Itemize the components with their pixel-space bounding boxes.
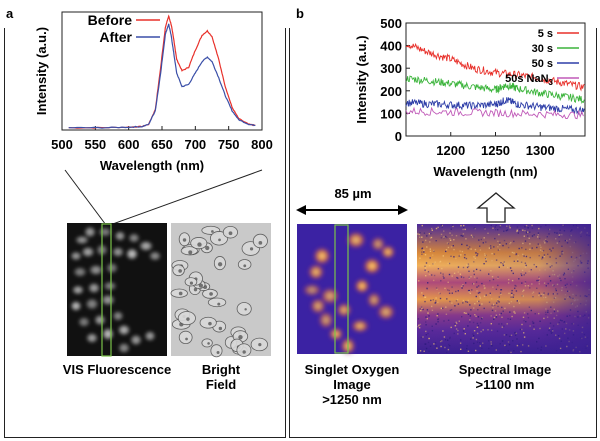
up-arrow-icon [476,192,516,223]
caption-vis-fluorescence: VIS Fluorescence [62,362,172,377]
spectral-image [417,224,591,354]
chart-b-ytick-label: 500 [380,16,402,31]
chart-a-xtick-label: 550 [84,137,106,152]
chart-a-xtick-label: 650 [151,137,173,152]
chart-a-xtick-label: 600 [118,137,140,152]
scale-bar-arrow [296,205,408,215]
caption-spectral-line-2: >1100 nm [475,377,535,392]
vis-selection-box [101,223,112,357]
caption-singlet-line-1: Singlet Oxygen [304,362,400,377]
chart-a-xtick-label: 700 [184,137,206,152]
chart-b-legend-label: 30 s [532,43,553,55]
chart-a-xlabel: Wavelength (nm) [100,158,204,173]
caption-singlet-line-3: >1250 nm [322,392,382,407]
chart-a-legend-label: After [99,29,132,45]
zoom-line-right [109,169,263,226]
zoom-line-left [64,169,107,226]
bright-field-image [170,223,271,358]
caption-singlet-line-2: Image [333,377,371,392]
chart-b-ytick-label: 300 [380,61,402,76]
chart-b-ytick-label: 0 [395,129,402,144]
chart-b-ytick-label: 400 [380,39,402,54]
chart-b: 1200 1250 1300 0 100 200 300 400 500 Wavelength (… [354,16,586,179]
caption-bright-line-1: Bright [201,362,241,377]
chart-b-xlabel: Wavelength (nm) [433,164,537,179]
chart-b-legend-label: 5 s [538,28,553,40]
chart-b-xtick-label: 1200 [436,143,465,158]
caption-bright-line-2: Field [205,377,237,392]
panel-a-label: a [6,6,14,21]
chart-a: 500 550 600 650 700 750 800 Wavelength (nm) Inte… [34,11,273,173]
scale-bar-label: 85 µm [334,186,372,201]
panel-b-frame [289,28,597,438]
chart-b-xtick-label: 1300 [526,143,555,158]
caption-spectral-image: Spectral Image >1100 nm [440,362,570,392]
chart-a-legend-label: Before [88,12,133,28]
chart-a-series-line [68,23,256,129]
caption-bright-field: Bright Field [180,362,262,392]
chart-a-xtick-label: 500 [51,137,73,152]
caption-spectral-line-1: Spectral Image [458,362,552,377]
chart-b-legend-label: 50 s [532,58,553,70]
chart-b-series-line [405,106,584,120]
panel-b-label: b [296,6,304,21]
panel-a-frame [4,28,286,438]
chart-a-xtick-label: 750 [218,137,240,152]
caption-singlet-oxygen: Singlet Oxygen Image >1250 nm [290,362,414,407]
singlet-oxygen-image [297,224,407,355]
chart-b-series-line [405,97,585,116]
chart-b-ylabel: Intensity (a.u.) [354,35,369,123]
chart-a-xtick-label: 800 [251,137,273,152]
chart-b-ytick-label: 200 [380,84,402,99]
chart-b-ytick-label: 100 [380,106,402,121]
chart-b-legend-label: 50s NaN3 [505,73,553,87]
chart-b-series-line [405,42,585,92]
singlet-selection-box [334,224,349,354]
chart-a-frame [61,11,263,131]
chart-b-xtick-label: 1250 [481,143,510,158]
chart-a-series-line [68,14,256,129]
chart-a-ylabel: Intensity (a.u.) [34,27,49,115]
vis-fluorescence-image [67,223,167,357]
chart-b-series-line [405,75,585,104]
